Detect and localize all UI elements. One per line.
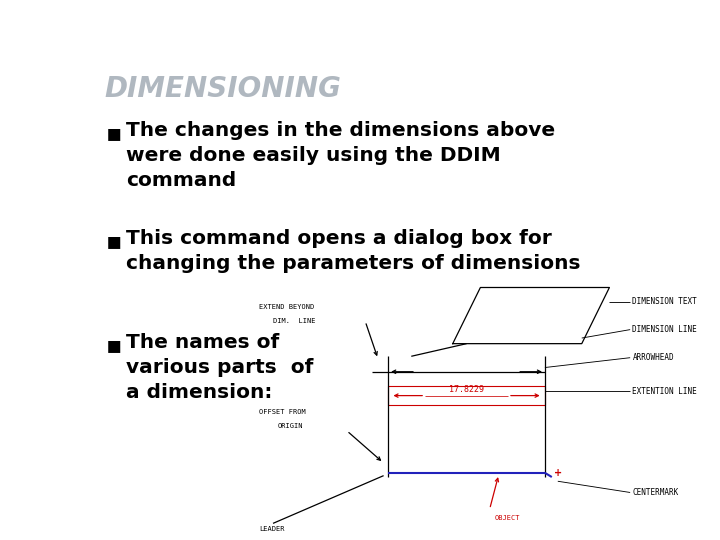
Text: ARROWHEAD: ARROWHEAD [632, 353, 674, 362]
Text: CENTERMARK: CENTERMARK [632, 488, 679, 497]
Text: DIM.  LINE: DIM. LINE [273, 318, 315, 324]
Text: ▪: ▪ [106, 121, 122, 145]
Text: EXTENTION LINE: EXTENTION LINE [632, 387, 697, 396]
Text: The names of
various parts  of
a dimension:: The names of various parts of a dimensio… [126, 333, 314, 402]
Text: DIMENSION LINE: DIMENSION LINE [632, 325, 697, 334]
Text: ▪: ▪ [106, 229, 122, 253]
Text: EXTEND BEYOND: EXTEND BEYOND [259, 304, 315, 310]
Text: ▪: ▪ [106, 333, 122, 357]
Bar [388, 386, 545, 406]
Text: +: + [554, 468, 562, 478]
Text: The changes in the dimensions above
were done easily using the DDIM
command: The changes in the dimensions above were… [126, 121, 555, 190]
Text: 17.8229: 17.8229 [449, 385, 484, 394]
Text: This command opens a dialog box for
changing the parameters of dimensions: This command opens a dialog box for chan… [126, 229, 581, 273]
Text: LEADER: LEADER [259, 526, 284, 532]
Text: DIMENSION TEXT: DIMENSION TEXT [632, 297, 697, 306]
Text: OFFSET FROM: OFFSET FROM [259, 409, 306, 415]
Text: ORIGIN: ORIGIN [278, 423, 303, 429]
Text: DIMENSIONING: DIMENSIONING [104, 75, 341, 103]
Text: OBJECT: OBJECT [494, 515, 520, 521]
